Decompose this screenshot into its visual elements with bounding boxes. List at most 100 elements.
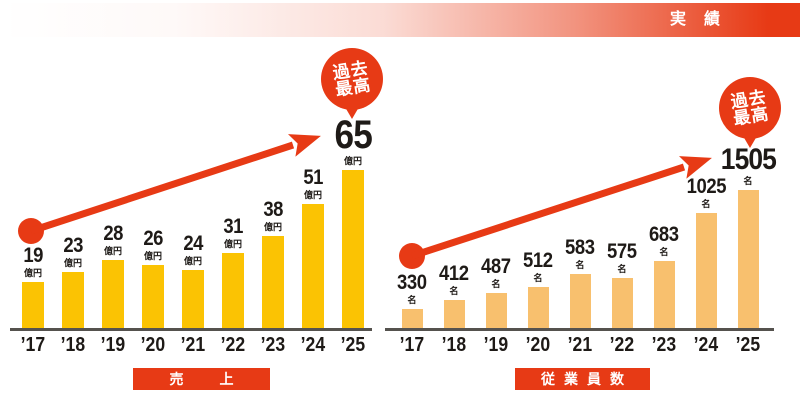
bar-value-label: 31: [223, 215, 243, 238]
bar-value-label: 1025: [686, 175, 726, 198]
x-axis-tick-label: ’17: [20, 334, 46, 356]
employees-x-axis: [385, 328, 774, 331]
bar-value-label: 512: [523, 249, 553, 272]
x-axis-tick-label: ’21: [180, 334, 206, 356]
x-axis-tick-label: ’24: [693, 334, 719, 356]
bar-value-label: 23: [63, 234, 83, 257]
bar-column: 1025 名: [685, 176, 727, 328]
bar-column: 412 名: [433, 263, 475, 328]
bar-value-label: 28: [103, 222, 123, 245]
bar: [653, 261, 675, 328]
bar: [142, 265, 164, 328]
x-axis-tick-label: ’20: [140, 334, 166, 356]
record-high-text: 過去 最高: [729, 87, 771, 129]
bar: [102, 260, 124, 328]
record-high-badge-sales: 過去 最高: [321, 48, 383, 119]
bar: [222, 253, 244, 328]
bar: [569, 274, 591, 328]
bar: [302, 204, 324, 328]
bar-unit-label: 名: [449, 286, 459, 296]
bar-unit-label: 億円: [143, 251, 162, 261]
x-axis-tick-label: ’18: [60, 334, 86, 356]
bar: [527, 287, 549, 328]
bar-column: 19 億円: [13, 245, 53, 328]
bar-value-label: 683: [649, 223, 679, 246]
bar: [342, 170, 364, 328]
bar-value-label: 65: [334, 113, 372, 158]
bar: [695, 213, 717, 328]
employees-title: 従業員数: [541, 371, 633, 387]
bar-unit-label: 億円: [303, 190, 322, 200]
record-high-line2: 最高: [732, 104, 771, 129]
bar-column: 26 億円: [133, 228, 173, 328]
x-axis-tick-label: ’23: [260, 334, 286, 356]
bar-unit-label: 億円: [183, 256, 202, 266]
x-axis-tick-label: ’25: [735, 334, 761, 356]
employees-title-box: 従業員数: [515, 368, 650, 390]
record-high-badge-employees: 過去 最高: [719, 77, 781, 148]
bar-column: 38 億円: [253, 199, 293, 328]
bar-column: 31 億円: [213, 216, 253, 328]
bar-value-label: 583: [565, 236, 595, 259]
bar-column: 1505 名: [720, 145, 776, 328]
x-axis-tick-label: ’18: [441, 334, 467, 356]
sales-title: 売上: [169, 371, 270, 387]
bar: [182, 270, 204, 328]
bar-unit-label: 億円: [63, 258, 82, 268]
employees-bars: 330 名 412 名 487 名 512 名 583 名 575 名 683 名 1025 名 1505 名: [391, 0, 776, 328]
bar: [485, 293, 507, 328]
bar-value-label: 24: [183, 232, 203, 255]
bar-value-label: 19: [23, 244, 43, 267]
x-axis-tick-label: ’17: [399, 334, 425, 356]
bar-column: 683 名: [643, 224, 685, 328]
x-axis-tick-label: ’20: [525, 334, 551, 356]
x-axis-tick-label: ’19: [100, 334, 126, 356]
bar: [401, 309, 423, 328]
bar-value-label: 575: [607, 240, 637, 263]
bar-unit-label: 名: [407, 295, 417, 305]
bar-column: 330 名: [391, 272, 433, 328]
badge-pointer: [743, 136, 757, 148]
bar-unit-label: 億円: [263, 222, 282, 232]
sales-x-axis: [10, 328, 372, 331]
x-axis-tick-label: ’19: [483, 334, 509, 356]
bar-unit-label: 名: [617, 264, 627, 274]
bar-column: 23 億円: [53, 235, 93, 328]
bar-unit-label: 億円: [343, 156, 362, 166]
bar-unit-label: 億円: [103, 246, 122, 256]
bar: [443, 300, 465, 328]
bar-value-label: 51: [303, 166, 323, 189]
bar-column: 51 億円: [293, 167, 333, 328]
bar-column: 512 名: [517, 250, 559, 328]
bar: [22, 282, 44, 328]
bar-unit-label: 名: [575, 260, 585, 270]
bar: [262, 236, 284, 328]
bar-column: 575 名: [601, 241, 643, 328]
badge-pointer: [345, 107, 359, 119]
bar-value-label: 487: [481, 255, 511, 278]
sales-year-labels: ’17 ’18 ’19 ’20 ’21 ’22 ’23 ’24 ’25: [13, 334, 373, 356]
bar-unit-label: 名: [743, 176, 753, 186]
record-high-text: 過去 最高: [331, 58, 373, 100]
bar-unit-label: 億円: [223, 239, 242, 249]
x-axis-tick-label: ’22: [609, 334, 635, 356]
bar-column: 28 億円: [93, 223, 133, 328]
x-axis-tick-label: ’22: [220, 334, 246, 356]
bar-value-label: 38: [263, 198, 283, 221]
bar: [62, 272, 84, 328]
employees-year-labels: ’17 ’18 ’19 ’20 ’21 ’22 ’23 ’24 ’25: [391, 334, 769, 356]
bar-value-label: 412: [439, 262, 469, 285]
bar-value-label: 330: [397, 271, 427, 294]
bar-value-label: 1505: [720, 143, 776, 177]
x-axis-tick-label: ’24: [300, 334, 326, 356]
bar-column: 487 名: [475, 256, 517, 328]
sales-bars: 19 億円 23 億円 28 億円 26 億円 24 億円 31 億円 38 億円 51 億円 65 億円: [13, 0, 373, 328]
x-axis-tick-label: ’25: [340, 334, 366, 356]
x-axis-tick-label: ’23: [651, 334, 677, 356]
bar-unit-label: 億円: [23, 268, 42, 278]
record-high-line2: 最高: [334, 75, 373, 100]
x-axis-tick-label: ’21: [567, 334, 593, 356]
bar: [737, 190, 759, 328]
results-banner-label: 実績: [669, 11, 738, 28]
